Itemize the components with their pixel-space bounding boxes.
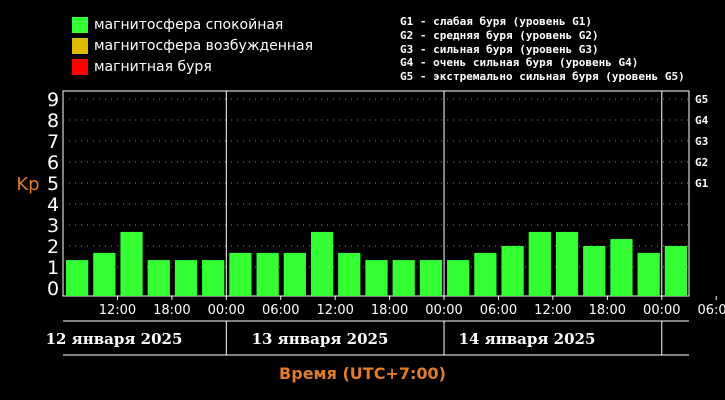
kp-bar <box>256 252 279 296</box>
kp-bar <box>174 260 198 296</box>
kp-bar <box>365 260 388 296</box>
y-tick-label: 7 <box>47 131 59 153</box>
kp-bar <box>338 252 361 296</box>
g-level-label: G5 <box>695 93 708 106</box>
storm-level-g4: G4 - очень сильная буря (уровень G4) <box>400 56 639 70</box>
kp-bar <box>664 246 687 296</box>
legend-item-storm: магнитная буря <box>72 56 313 77</box>
kp-bar <box>610 239 633 296</box>
kp-bar <box>392 260 415 296</box>
date-label: 14 января 2025 <box>459 330 596 348</box>
kp-bar <box>474 252 497 296</box>
y-tick-label: 0 <box>47 278 59 300</box>
time-tick-label: 06:00 <box>262 303 299 318</box>
kp-bar <box>419 260 443 296</box>
kp-bar <box>120 231 143 296</box>
legend-label: магнитная буря <box>94 58 212 75</box>
x-axis-title: Время (UTC+7:00) <box>279 364 446 383</box>
g-level-label: G1 <box>695 177 709 190</box>
time-tick-label: 18:00 <box>371 303 408 318</box>
time-tick-label: 06:00 <box>697 303 725 318</box>
legend-label: магнитосфера возбужденная <box>94 37 314 54</box>
y-tick-label: 3 <box>47 215 59 237</box>
legend: магнитосфера спокойная магнитосфера возб… <box>72 14 313 77</box>
storm-level-g2: G2 - средняя буря (уровень G2) <box>400 28 599 42</box>
disturbed-swatch <box>72 37 88 54</box>
y-tick-label: 4 <box>47 194 59 216</box>
kp-bar <box>66 260 89 296</box>
quiet-swatch <box>72 16 88 33</box>
g-level-label: G3 <box>695 135 708 148</box>
time-tick-label: 12:00 <box>534 303 571 318</box>
g-level-label: G4 <box>695 114 709 127</box>
kp-bar <box>637 252 660 296</box>
time-tick-label: 12:00 <box>316 303 353 318</box>
y-tick-label: 6 <box>47 152 59 174</box>
legend-label: магнитосфера спокойная <box>94 16 284 33</box>
storm-level-g5: G5 - экстремально сильная буря (уровень … <box>400 70 685 84</box>
kp-bar <box>447 260 470 296</box>
storm-level-g1: G1 - слабая буря (уровень G1) <box>400 15 593 28</box>
kp-bar <box>310 231 334 296</box>
kp-bar <box>555 231 579 296</box>
time-tick-label: 18:00 <box>153 303 190 318</box>
legend-item-disturbed: магнитосфера возбужденная <box>72 35 313 56</box>
time-tick-label: 00:00 <box>643 303 680 318</box>
y-axis-title: Kp <box>16 174 39 195</box>
time-tick-label: 00:00 <box>425 303 462 318</box>
date-label: 12 января 2025 <box>46 330 183 348</box>
time-tick-label: 18:00 <box>589 303 626 318</box>
y-tick-label: 9 <box>47 89 59 111</box>
kp-bar <box>528 231 551 296</box>
kp-bar <box>501 246 524 296</box>
y-tick-label: 2 <box>47 236 59 258</box>
storm-swatch <box>72 58 88 75</box>
kp-bar <box>229 252 252 296</box>
time-tick-label: 06:00 <box>480 303 517 318</box>
time-tick-label: 00:00 <box>208 303 245 318</box>
kp-bar <box>583 246 606 296</box>
g-level-label: G2 <box>695 156 708 169</box>
time-tick-label: 12:00 <box>99 303 136 318</box>
y-tick-label: 5 <box>47 173 59 195</box>
kp-bar <box>93 252 116 296</box>
kp-bar <box>283 252 306 296</box>
date-label: 13 января 2025 <box>252 330 389 348</box>
y-tick-label: 1 <box>47 257 59 279</box>
y-tick-label: 8 <box>47 110 59 132</box>
kp-bar <box>147 260 170 296</box>
kp-bar <box>202 260 225 296</box>
storm-level-g3: G3 - сильная буря (уровень G3) <box>400 42 599 56</box>
storm-levels-legend: G1 - слабая буря (уровень G1) G2 - средн… <box>400 15 685 84</box>
legend-item-quiet: магнитосфера спокойная <box>72 14 313 35</box>
